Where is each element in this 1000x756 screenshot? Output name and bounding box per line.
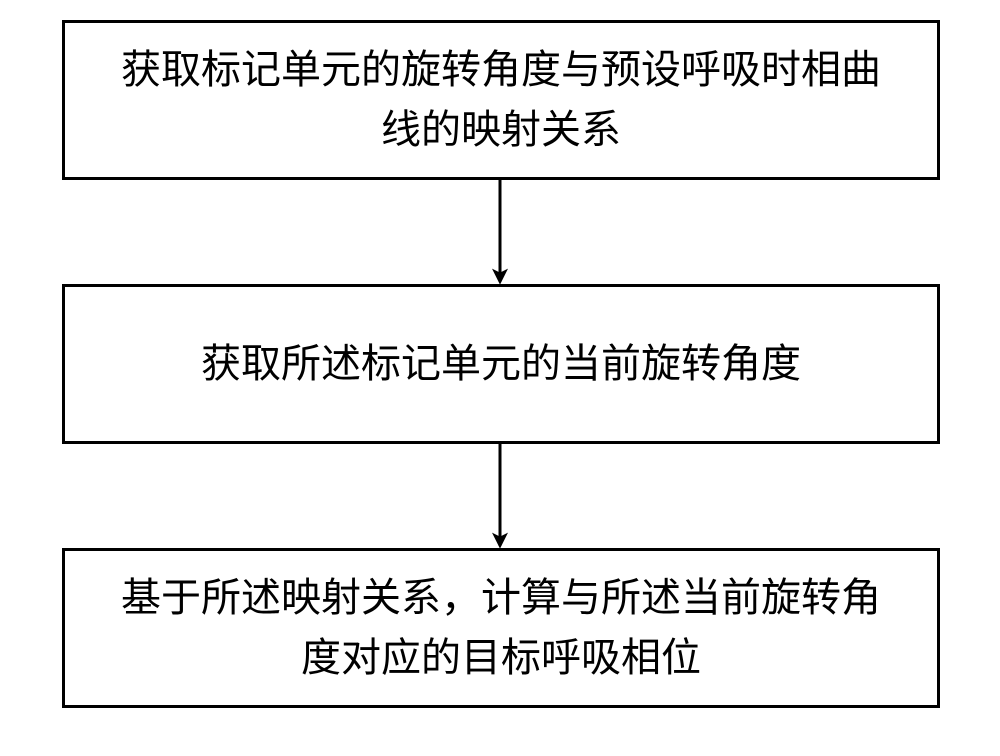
flow-node-label: 获取所述标记单元的当前旋转角度 [201, 334, 801, 394]
flow-node-mapping-relation: 获取标记单元的旋转角度与预设呼吸时相曲 线的映射关系 [62, 20, 940, 180]
flow-node-current-angle: 获取所述标记单元的当前旋转角度 [62, 284, 940, 444]
flow-node-label: 获取标记单元的旋转角度与预设呼吸时相曲 线的映射关系 [121, 40, 881, 160]
flow-node-label: 基于所述映射关系，计算与所述当前旋转角 度对应的目标呼吸相位 [121, 568, 881, 688]
flow-node-compute-phase: 基于所述映射关系，计算与所述当前旋转角 度对应的目标呼吸相位 [62, 548, 940, 708]
flowchart-canvas: 获取标记单元的旋转角度与预设呼吸时相曲 线的映射关系 获取所述标记单元的当前旋转… [0, 0, 1000, 756]
